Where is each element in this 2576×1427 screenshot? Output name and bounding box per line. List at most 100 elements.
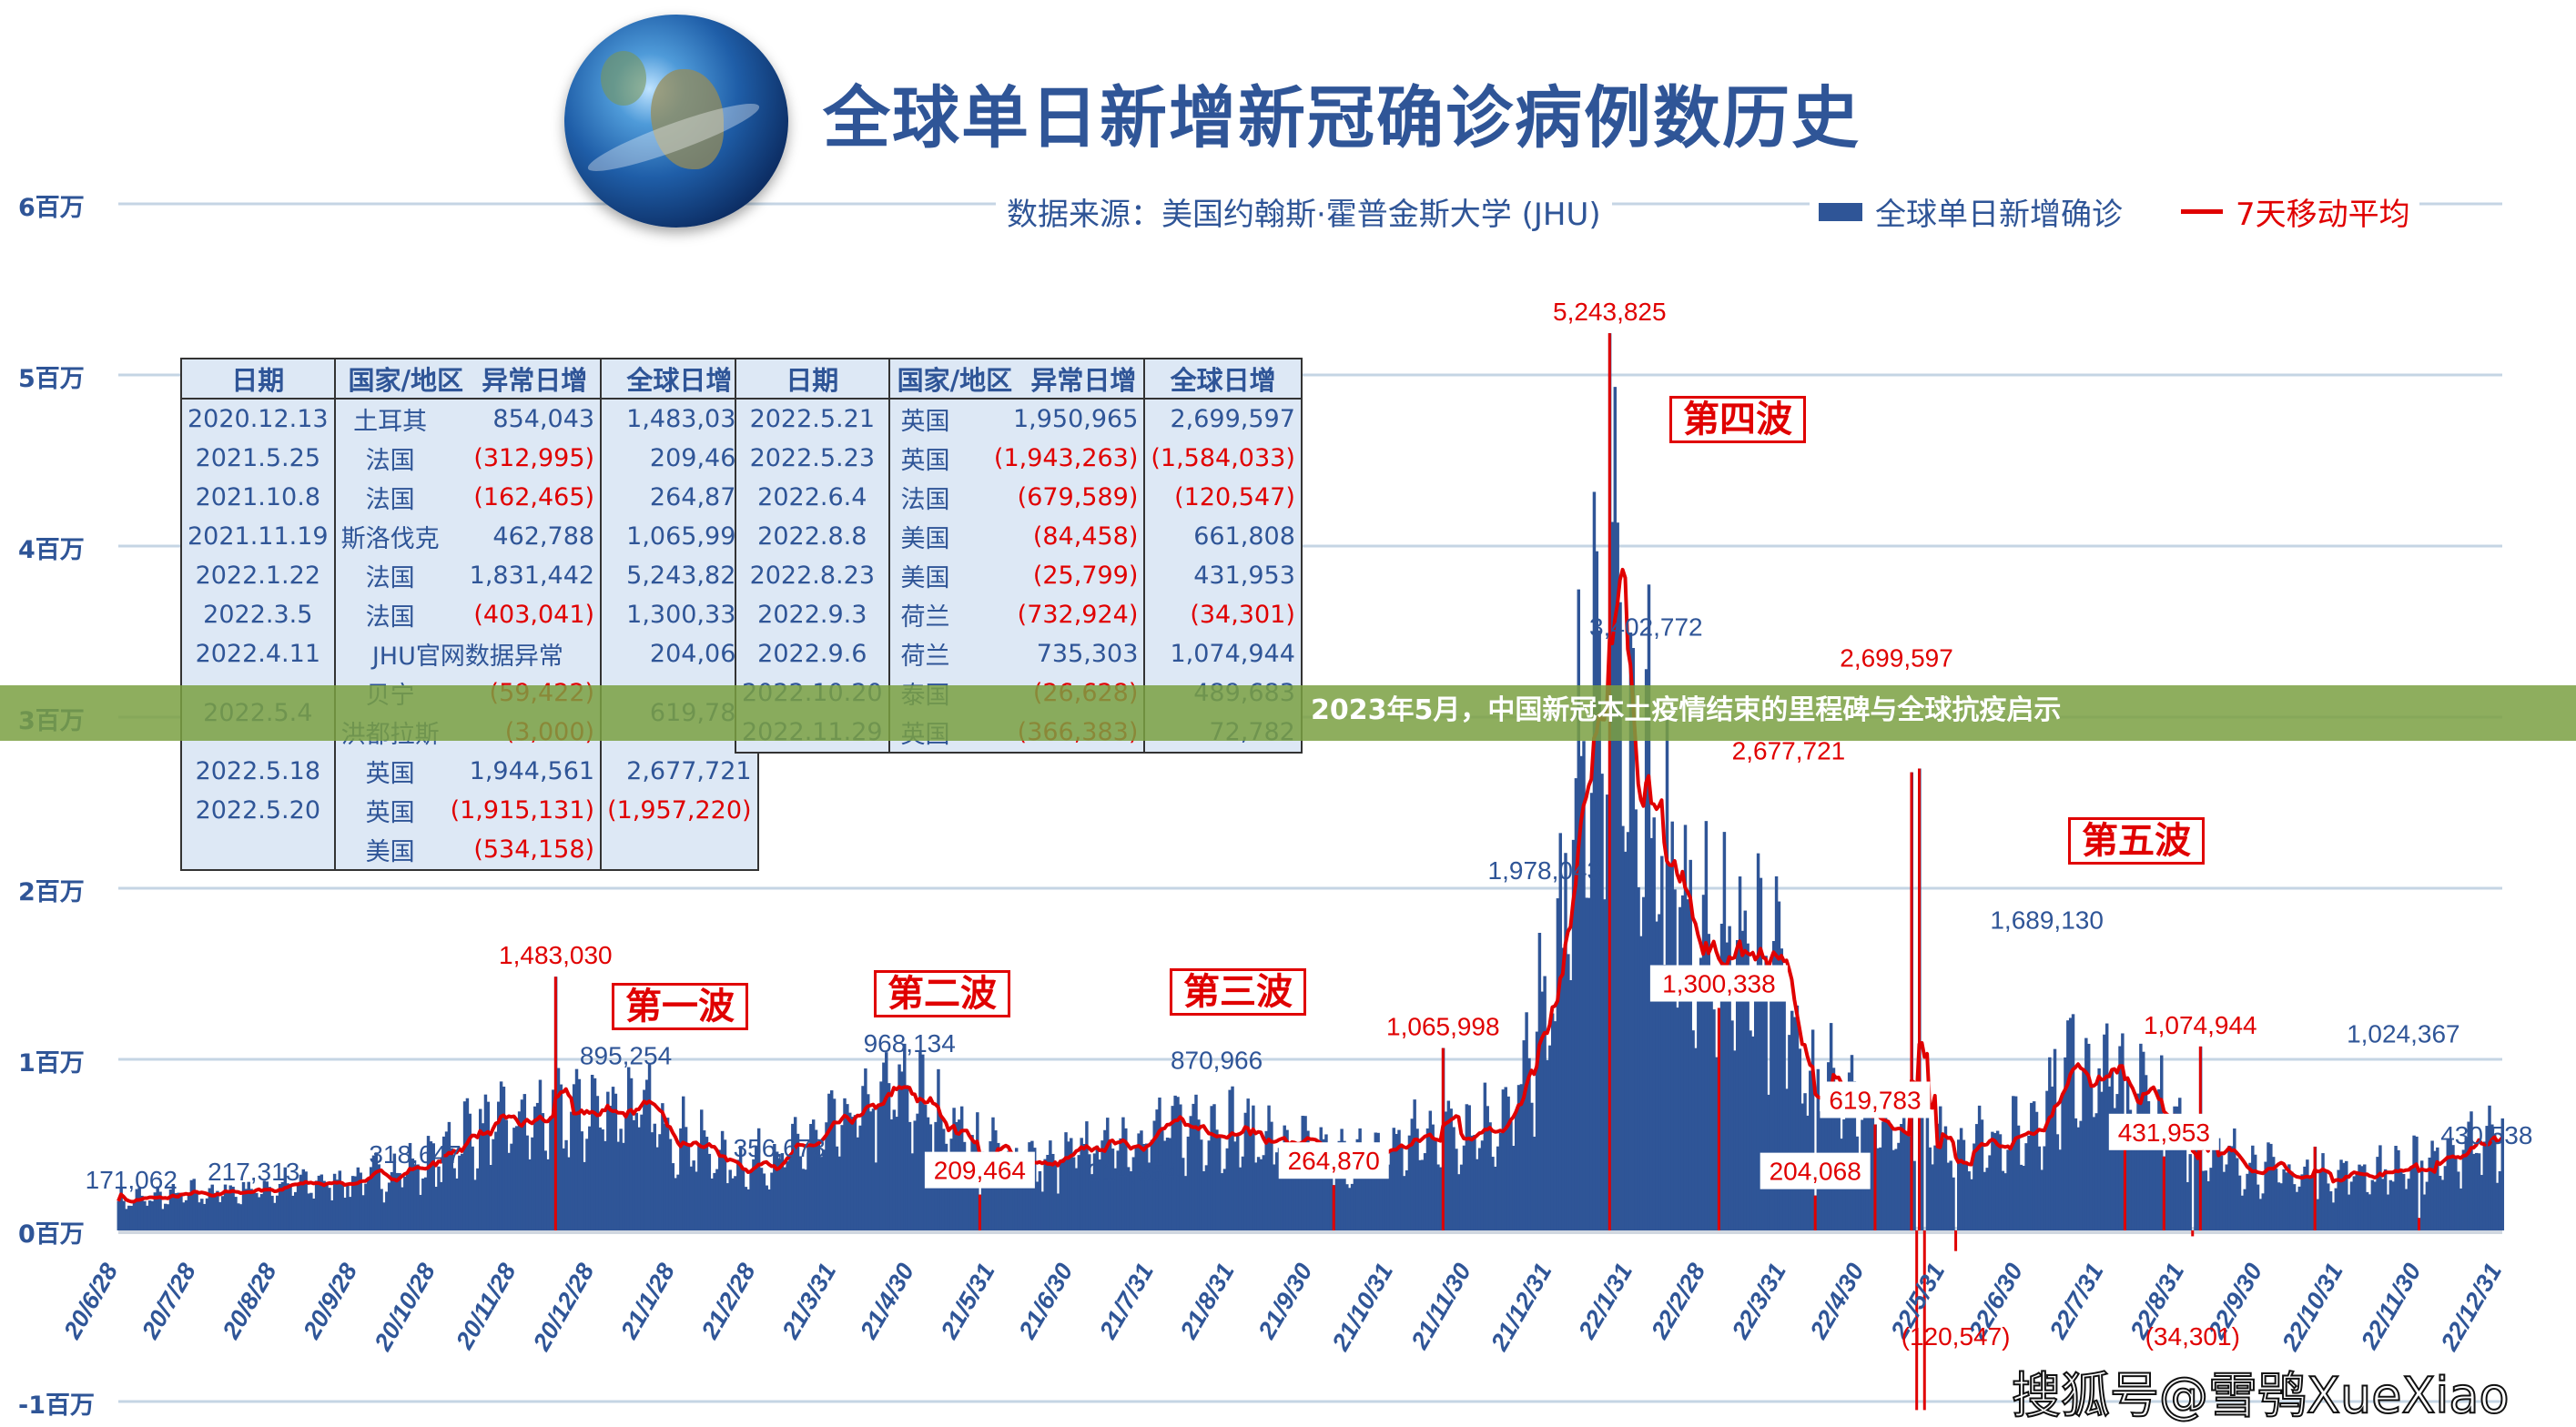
daily-bar xyxy=(626,1067,631,1230)
daily-bar xyxy=(736,1159,740,1230)
daily-bar xyxy=(1516,1085,1521,1230)
daily-bar xyxy=(840,1125,844,1230)
daily-bar xyxy=(1697,987,1700,1230)
daily-bar xyxy=(213,1192,217,1230)
daily-bar xyxy=(806,1147,810,1230)
daily-bar xyxy=(2016,1125,2021,1230)
daily-bar xyxy=(1126,1167,1131,1230)
daily-bar xyxy=(237,1203,240,1230)
annotation-label: (120,547) xyxy=(1902,1322,2011,1351)
y-tick-label: 0百万 xyxy=(18,1214,90,1250)
daily-bar xyxy=(1571,839,1576,1230)
daily-bar xyxy=(328,1188,331,1230)
daily-bar xyxy=(2180,1141,2185,1230)
daily-bar xyxy=(2225,1164,2228,1230)
daily-bar xyxy=(1891,1149,1895,1230)
daily-bar xyxy=(2318,1171,2322,1230)
daily-bar xyxy=(1988,1155,1992,1230)
c-country-cell: 美国 xyxy=(887,556,961,595)
daily-bar xyxy=(1501,1089,1506,1230)
daily-bar xyxy=(1131,1157,1136,1230)
daily-bar xyxy=(2307,1177,2312,1230)
daily-bar xyxy=(2261,1193,2265,1230)
daily-bar xyxy=(465,1098,470,1230)
daily-bar xyxy=(528,1159,532,1230)
daily-bar xyxy=(1712,1009,1716,1230)
daily-bar xyxy=(2292,1184,2297,1230)
daily-bar xyxy=(468,1113,472,1230)
daily-bar xyxy=(1407,1135,1412,1230)
daily-bar xyxy=(921,1054,925,1230)
table-row: 2020.12.13 土耳其 854,043 1,483,030 xyxy=(180,399,759,439)
daily-bar xyxy=(780,1153,785,1230)
daily-bar xyxy=(444,1131,449,1230)
daily-bar xyxy=(1514,1110,1518,1230)
daily-bar xyxy=(1379,1148,1383,1230)
daily-bar xyxy=(847,1112,852,1230)
table-row: 2022.8.8 美国 (84,458) 661,808 xyxy=(735,517,1303,556)
daily-bar xyxy=(816,1143,821,1230)
daily-bar xyxy=(661,1103,664,1230)
daily-bar xyxy=(2324,1169,2328,1230)
daily-bar xyxy=(1192,1103,1195,1230)
c-glb-cell: (1,957,220) xyxy=(600,791,759,830)
daily-bar xyxy=(1928,1147,1932,1230)
daily-bar xyxy=(1293,1156,1297,1230)
daily-bar xyxy=(1751,1036,1755,1230)
daily-bar xyxy=(208,1188,212,1230)
c-country-cell: 荷兰 xyxy=(887,595,961,634)
daily-bar xyxy=(1064,1132,1068,1230)
daily-bar xyxy=(2013,1096,2018,1230)
daily-bar xyxy=(296,1184,300,1230)
daily-bar xyxy=(1647,584,1651,1230)
daily-bar xyxy=(478,1108,482,1230)
daily-bar xyxy=(1621,825,1625,1230)
daily-bar xyxy=(471,1146,474,1230)
daily-bar xyxy=(2363,1164,2367,1230)
table-row: 2021.10.8 法国 (162,465) 264,870 xyxy=(180,478,759,517)
wave-label-4: 第四波 xyxy=(1669,396,1806,443)
daily-bar xyxy=(552,1089,555,1230)
daily-bar xyxy=(697,1145,701,1230)
daily-bar xyxy=(492,1139,495,1230)
daily-bar xyxy=(2131,1141,2135,1230)
daily-bar xyxy=(1176,1097,1180,1230)
c-abn-cell: 735,303 xyxy=(960,634,1146,673)
daily-bar xyxy=(1642,896,1646,1230)
daily-bar xyxy=(174,1193,177,1230)
daily-bar xyxy=(371,1155,376,1230)
daily-bar xyxy=(2196,1132,2200,1230)
headline-banner[interactable]: 2023年5月，中国新冠本土疫情结束的里程碑与全球抗疫启示 xyxy=(0,685,2576,741)
daily-bar xyxy=(338,1170,342,1230)
daily-bar xyxy=(1530,1102,1534,1230)
daily-bar xyxy=(1936,1123,1940,1230)
daily-bar xyxy=(1150,1139,1154,1230)
daily-bar xyxy=(1795,1005,1800,1230)
daily-bar xyxy=(2104,1023,2109,1230)
daily-bar xyxy=(775,1151,779,1230)
banner-text[interactable]: 2023年5月，中国新冠本土疫情结束的里程碑与全球抗疫启示 xyxy=(1311,694,2062,726)
daily-bar xyxy=(2110,1069,2115,1230)
daily-bar xyxy=(166,1204,170,1230)
daily-bar xyxy=(1022,1182,1027,1230)
daily-bar xyxy=(2358,1164,2361,1230)
annotation-label: 217,313 xyxy=(208,1158,299,1186)
daily-bar xyxy=(257,1197,261,1230)
daily-bar xyxy=(1210,1106,1213,1230)
daily-bar xyxy=(1152,1120,1156,1230)
daily-bar xyxy=(570,1111,573,1230)
daily-bar xyxy=(440,1181,443,1230)
c-abn-cell: (25,799) xyxy=(960,556,1146,595)
daily-bar xyxy=(2279,1183,2284,1230)
daily-bar xyxy=(1161,1127,1164,1230)
daily-bar xyxy=(377,1164,380,1230)
daily-bar xyxy=(2368,1194,2372,1230)
daily-bar xyxy=(325,1183,329,1230)
daily-bar xyxy=(450,1148,454,1230)
annotation-label: 204,068 xyxy=(1770,1158,1861,1186)
daily-bar xyxy=(1728,926,1731,1230)
daily-bar xyxy=(2058,1149,2062,1230)
daily-bar xyxy=(2345,1160,2348,1230)
daily-bar xyxy=(1735,940,1739,1230)
daily-bar xyxy=(2045,1090,2049,1230)
